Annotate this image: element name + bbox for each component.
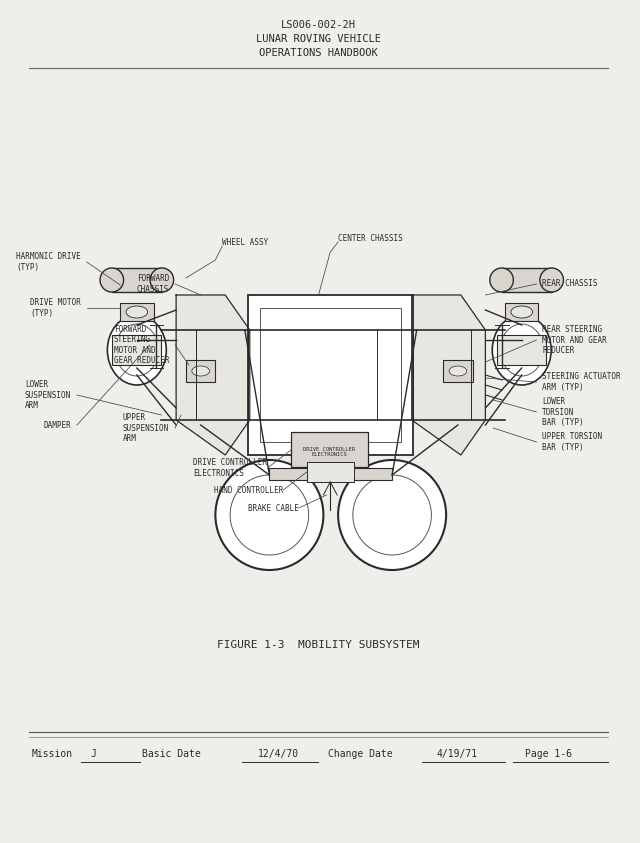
Ellipse shape <box>511 306 532 318</box>
Ellipse shape <box>126 306 148 318</box>
Text: Change Date: Change Date <box>328 749 393 759</box>
Text: 12/4/70: 12/4/70 <box>258 749 299 759</box>
Bar <box>505 303 538 321</box>
Bar <box>291 432 367 467</box>
Bar <box>443 360 472 382</box>
Ellipse shape <box>134 347 140 352</box>
Bar <box>112 335 161 365</box>
Text: Mission: Mission <box>32 749 73 759</box>
Ellipse shape <box>449 366 467 376</box>
Ellipse shape <box>490 268 513 292</box>
Ellipse shape <box>527 347 532 352</box>
Text: WHEEL ASSY: WHEEL ASSY <box>222 238 269 246</box>
Text: LOWER
SUSPENSION
ARM: LOWER SUSPENSION ARM <box>25 380 71 410</box>
Bar <box>260 308 401 442</box>
Ellipse shape <box>127 347 131 352</box>
Bar <box>307 462 354 482</box>
Text: REAR STEERING
MOTOR AND GEAR
REDUCER: REAR STEERING MOTOR AND GEAR REDUCER <box>542 325 607 355</box>
Text: HAND CONTROLLER: HAND CONTROLLER <box>214 486 283 495</box>
Bar <box>186 360 216 382</box>
Ellipse shape <box>492 315 551 385</box>
Text: LOWER
TORSION
BAR (TYP): LOWER TORSION BAR (TYP) <box>542 397 584 427</box>
Text: Page 1-6: Page 1-6 <box>525 749 572 759</box>
Text: BRAKE CABLE: BRAKE CABLE <box>248 503 299 513</box>
Bar <box>112 268 162 292</box>
Text: DRIVE MOTOR
(TYP): DRIVE MOTOR (TYP) <box>30 298 81 318</box>
Ellipse shape <box>540 268 563 292</box>
Text: Basic Date: Basic Date <box>141 749 200 759</box>
Bar <box>269 468 392 480</box>
Ellipse shape <box>511 347 516 352</box>
Text: UPPER
SUSPENSION
ARM: UPPER SUSPENSION ARM <box>123 413 169 443</box>
Text: HARMONIC DRIVE
(TYP): HARMONIC DRIVE (TYP) <box>16 252 81 271</box>
Text: REAR CHASSIS: REAR CHASSIS <box>542 280 598 288</box>
Text: UPPER TORSION
BAR (TYP): UPPER TORSION BAR (TYP) <box>542 432 602 452</box>
Text: LUNAR ROVING VEHICLE: LUNAR ROVING VEHICLE <box>256 34 381 44</box>
Polygon shape <box>412 295 485 455</box>
Text: DRIVE CONTROLLER
ELECTRONICS: DRIVE CONTROLLER ELECTRONICS <box>193 459 268 478</box>
Ellipse shape <box>100 268 124 292</box>
Bar <box>497 335 547 365</box>
Ellipse shape <box>142 347 147 352</box>
Text: OPERATIONS HANDBOOK: OPERATIONS HANDBOOK <box>259 48 378 58</box>
Text: 4/19/71: 4/19/71 <box>436 749 477 759</box>
Text: FIGURE 1-3  MOBILITY SUBSYSTEM: FIGURE 1-3 MOBILITY SUBSYSTEM <box>217 640 420 650</box>
Text: STEERING ACTUATOR
ARM (TYP): STEERING ACTUATOR ARM (TYP) <box>542 373 621 392</box>
Text: FORWARD
CHASSIS: FORWARD CHASSIS <box>137 274 169 293</box>
Ellipse shape <box>192 366 209 376</box>
Text: CENTER CHASSIS: CENTER CHASSIS <box>338 234 403 243</box>
Text: J: J <box>91 749 97 759</box>
Ellipse shape <box>338 460 446 570</box>
Text: DAMPER: DAMPER <box>44 421 71 429</box>
Ellipse shape <box>216 460 323 570</box>
Text: DRIVE CONTROLLER
ELECTRONICS: DRIVE CONTROLLER ELECTRONICS <box>303 447 355 458</box>
Ellipse shape <box>150 268 173 292</box>
Text: LS006-002-2H: LS006-002-2H <box>281 20 356 30</box>
Ellipse shape <box>519 347 524 352</box>
Polygon shape <box>176 295 250 455</box>
Bar <box>248 295 413 455</box>
Text: FORWARD
STEERING
MOTOR AND
GEAR REDUCER: FORWARD STEERING MOTOR AND GEAR REDUCER <box>114 325 169 365</box>
Bar <box>120 303 154 321</box>
Bar <box>502 268 552 292</box>
Ellipse shape <box>108 315 166 385</box>
